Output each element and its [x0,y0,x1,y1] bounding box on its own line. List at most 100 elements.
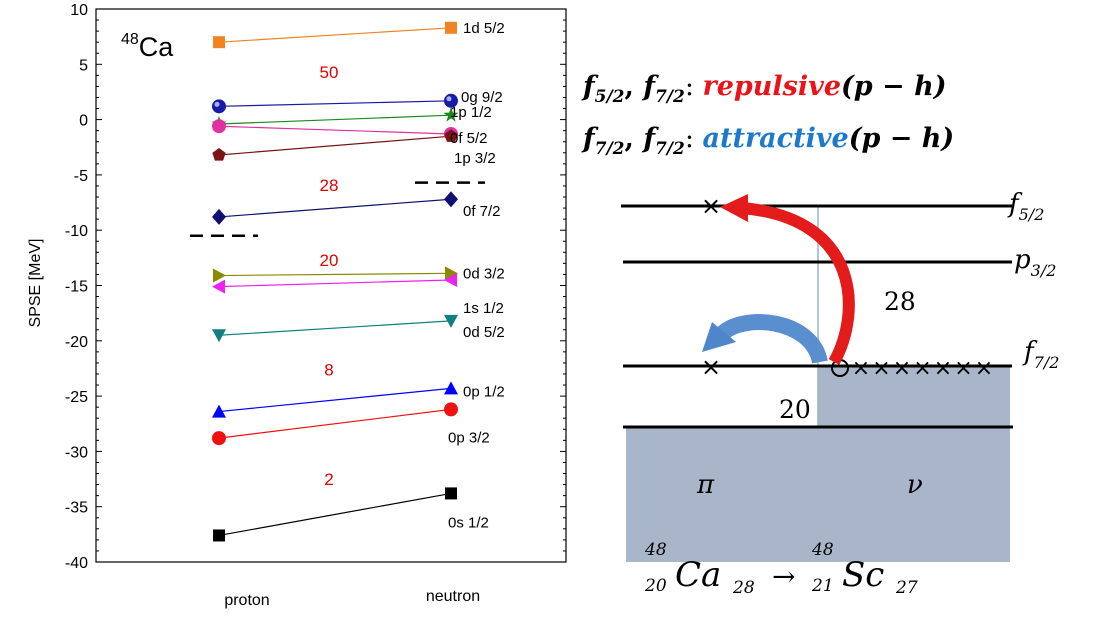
svg-text:21: 21 [811,576,834,596]
y-tick-label: -10 [65,223,88,240]
neutron-marker-1p12 [443,107,459,122]
neutron-marker-0p32 [444,402,458,417]
level-line-1s12 [218,279,452,288]
level-line-1d52 [218,27,452,43]
level-label-0f72: 0f 7/2 [463,203,501,220]
neutron-marker-0f72 [444,191,458,208]
y-tick-label: -40 [65,555,88,572]
svg-text:→: → [772,560,795,593]
pi-label: π [696,470,715,500]
level-label-1d52: 1d 5/2 [463,20,505,37]
repulsive-statement: f5/2, f7/2: repulsive(p − h) [581,71,946,107]
magic-number-28: 28 [320,176,339,195]
neutron-marker-1s12 [444,272,457,287]
neutron-marker-0s12 [445,487,457,500]
level-label-0s12: 0s 1/2 [448,514,489,531]
y-tick-label: -30 [65,444,88,461]
y-tick-label: 5 [79,57,88,74]
y-tick-label: 10 [70,2,88,19]
svg-text:27: 27 [895,578,918,598]
repulsive-keyword: repulsive [703,71,842,102]
svg-text:28: 28 [732,578,755,598]
level-label-f52: f5/2 [1007,189,1044,224]
proton-particle-f52: × [701,192,721,220]
neutron-cross: × [975,356,993,381]
nu-label: ν [907,470,923,500]
level-label-0d52: 0d 5/2 [463,324,505,341]
level-line-0s12 [218,492,452,537]
level-line-1p12 [218,114,452,125]
level-line-0f52 [218,125,452,135]
neutron-marker-1d52 [445,21,457,34]
neutron-cross: × [852,356,870,381]
neutron-marker-0p12 [444,381,458,395]
proton-marker-0g92 [212,99,226,114]
neutron-marker-0d52 [444,314,458,328]
proton-marker-0d32 [213,268,226,283]
level-label-f72: f7/2 [1022,337,1059,372]
level-line-0p12 [218,387,452,413]
magic-number-2: 2 [324,470,333,489]
svg-text:20: 20 [644,576,667,596]
neutron-cross: × [872,356,890,381]
proton-hole-f72: × [701,353,721,381]
level-label-0g92: 0g 9/2 [461,89,503,106]
level-line-0g92 [218,100,452,107]
neutron-cross: × [893,356,911,381]
proton-marker-0p12 [212,404,226,418]
level-label-p32: p3/2 [1014,245,1056,280]
neutron-cross: × [913,356,931,381]
svg-text:48: 48 [811,540,834,560]
x-tick-proton: proton [224,592,269,609]
neutron-occupied-crosses: × × × × × × × [852,356,993,381]
inset-label: 48Ca [121,31,174,62]
gap-label-28: 28 [884,287,916,316]
svg-text:Ca: Ca [675,555,721,595]
level-line-1p32 [218,135,452,156]
magic-number-8: 8 [324,361,333,380]
proton-marker-0d52 [212,329,226,343]
neutron-cross: × [954,356,972,381]
repulsive-arrow-head [720,194,748,222]
proton-marker-0s12 [213,529,225,542]
attractive-statement: f7/2, f7/2: attractive(p − h) [581,123,954,159]
level-line-0d52 [218,320,452,336]
neutron-marker-0d32 [445,266,458,281]
level-line-0f72 [218,198,452,218]
level-label-0p32: 0p 3/2 [448,429,490,446]
proton-marker-1s12 [212,279,225,294]
level-line-0p32 [218,408,452,439]
proton-marker-0f52 [212,119,226,134]
right-panel: f5/2, f7/2: repulsive(p − h) f7/2, f7/2:… [581,71,1059,598]
level-label-1p32: 1p 3/2 [454,150,496,167]
neutron-marker-1p32 [444,129,458,142]
attractive-arrow [713,314,828,365]
fermi-sea [626,366,1010,562]
neutron-marker-0g92-highlight [446,96,452,102]
y-tick-label: -20 [65,334,88,351]
x-tick-neutron: neutron [426,588,480,605]
attractive-keyword: attractive [703,123,849,154]
proton-marker-0p32 [212,431,226,446]
proton-marker-1d52 [213,36,225,49]
y-tick-label: 0 [79,113,88,130]
y-tick-label: -25 [65,389,88,406]
attractive-arrow-head [702,322,736,352]
svg-text:Sc: Sc [842,555,884,595]
level-label-0p12: 0p 1/2 [463,383,505,400]
y-tick-label: -5 [74,168,88,185]
neutron-cross: × [934,356,952,381]
proton-marker-1p32 [212,147,226,161]
repulsive-arrow [741,202,855,365]
gap-label-20: 20 [779,395,811,424]
svg-text:48: 48 [644,540,667,560]
level-label-0d32: 0d 3/2 [463,265,505,282]
magic-number-50: 50 [320,63,339,82]
proton-marker-0g92-highlight [214,101,220,107]
y-tick-label: -35 [65,500,88,517]
level-label-0f52: 0f 5/2 [450,130,488,147]
y-axis-label: SPSE [MeV] [27,239,44,328]
magic-number-20: 20 [320,251,339,270]
level-line-0d32 [218,272,452,277]
